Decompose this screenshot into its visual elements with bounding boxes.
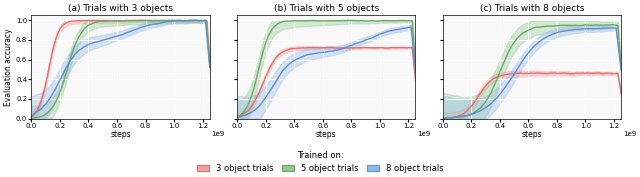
Text: 1e9: 1e9 [212,131,225,137]
Text: 1e9: 1e9 [417,131,431,137]
Title: (b) Trials with 5 objects: (b) Trials with 5 objects [274,4,379,13]
Text: 1e9: 1e9 [623,131,636,137]
Legend: 3 object trials, 5 object trials, 8 object trials: 3 object trials, 5 object trials, 8 obje… [193,148,447,176]
Title: (a) Trials with 3 objects: (a) Trials with 3 objects [68,4,173,13]
X-axis label: steps: steps [316,130,337,139]
Y-axis label: Evaluation accuracy: Evaluation accuracy [4,28,13,106]
X-axis label: steps: steps [522,130,542,139]
X-axis label: steps: steps [110,130,131,139]
Title: (c) Trials with 8 objects: (c) Trials with 8 objects [479,4,584,13]
